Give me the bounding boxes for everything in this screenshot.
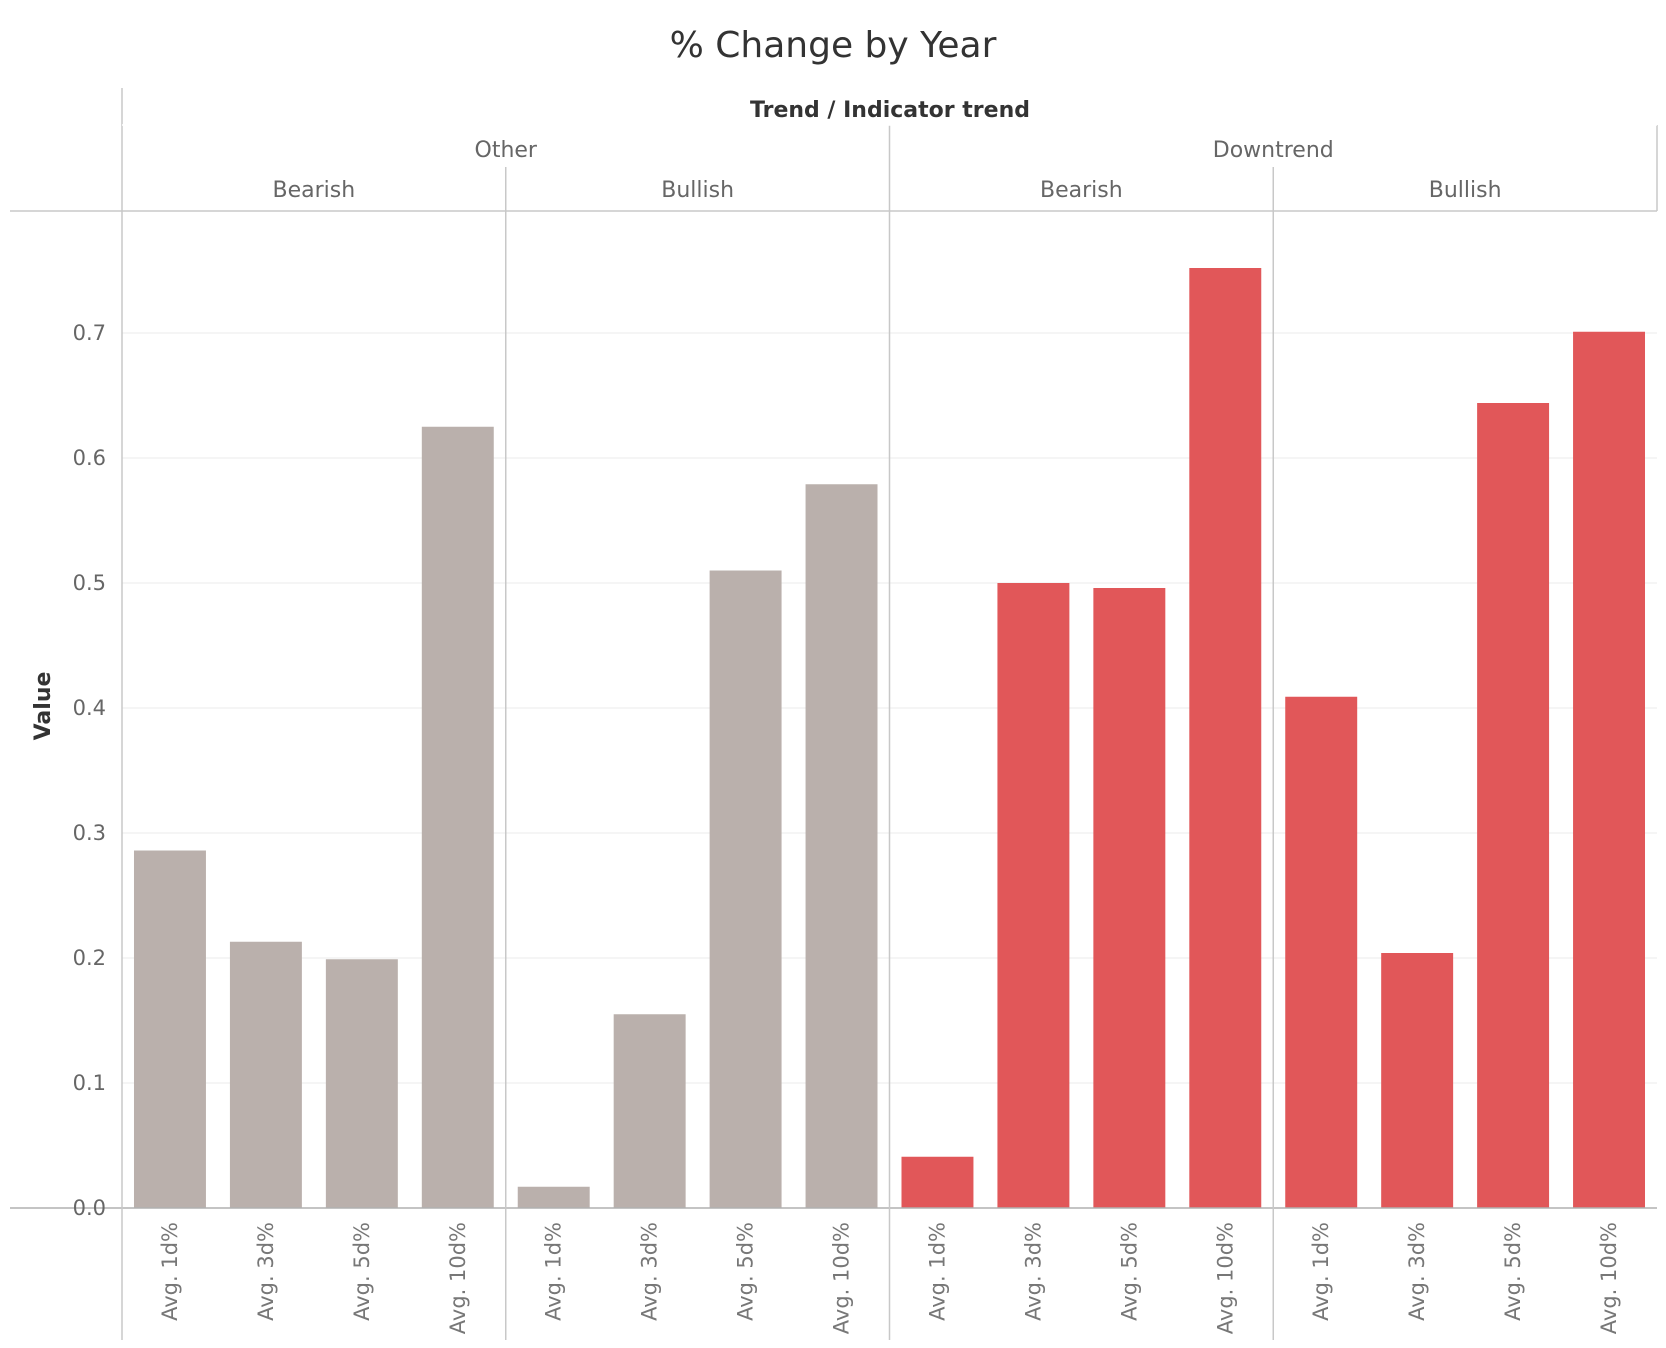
x-category-label: Avg. 1d% [925, 1222, 949, 1321]
indicator-header-label: Bullish [1429, 178, 1502, 203]
y-tick-label: 0.7 [73, 321, 106, 345]
bar [229, 941, 302, 1208]
header-title: Trend / Indicator trend [750, 98, 1030, 123]
y-tick-label: 0.2 [73, 946, 106, 970]
bar [1573, 331, 1646, 1208]
labels: 0.0 0.1 0.2 0.3 0.4 0.5 0.6 0.7 Other Bearish Avg.… [73, 138, 1621, 1334]
x-category-label: Avg. 3d% [254, 1222, 278, 1321]
x-category-label: Avg. 5d% [1501, 1222, 1525, 1321]
bar [1285, 696, 1358, 1208]
trend-header-label: Other [475, 138, 538, 163]
x-category-label: Avg. 3d% [1021, 1222, 1045, 1321]
bar [325, 959, 398, 1208]
bar [901, 1156, 974, 1208]
x-category-label: Avg. 1d% [542, 1222, 566, 1321]
x-category-label: Avg. 5d% [1117, 1222, 1141, 1321]
chart-title: % Change by Year [670, 25, 997, 66]
y-tick-label: 0.0 [73, 1196, 106, 1220]
bar [805, 484, 878, 1208]
bar [709, 570, 782, 1208]
x-category-label: Avg. 3d% [638, 1222, 662, 1321]
indicator-header-label: Bearish [1040, 178, 1123, 203]
bar [997, 583, 1070, 1208]
y-tick-label: 0.4 [73, 696, 106, 720]
indicator-header-label: Bearish [273, 178, 356, 203]
bar [421, 426, 494, 1208]
x-category-label: Avg. 5d% [350, 1222, 374, 1321]
x-category-label: Avg. 10d% [830, 1222, 854, 1334]
trend-header-label: Downtrend [1213, 138, 1334, 163]
x-category-label: Avg. 1d% [158, 1222, 182, 1321]
x-category-label: Avg. 5d% [734, 1222, 758, 1321]
indicator-header-label: Bullish [661, 178, 734, 203]
bars [133, 268, 1646, 1208]
x-category-label: Avg. 10d% [1213, 1222, 1237, 1334]
bar [1381, 953, 1454, 1208]
y-tick-label: 0.6 [73, 446, 106, 470]
y-tick-label: 0.3 [73, 821, 106, 845]
bar [133, 850, 206, 1208]
bar [1189, 268, 1262, 1208]
x-category-label: Avg. 10d% [1597, 1222, 1621, 1334]
x-category-label: Avg. 1d% [1309, 1222, 1333, 1321]
panel-frame [10, 88, 1658, 1340]
bar [1093, 588, 1166, 1208]
y-tick-label: 0.5 [73, 571, 106, 595]
bar [517, 1186, 590, 1208]
bar [1477, 403, 1550, 1208]
y-tick-label: 0.1 [73, 1071, 106, 1095]
y-axis-title: Value [31, 672, 56, 741]
x-category-label: Avg. 10d% [446, 1222, 470, 1334]
bar [613, 1014, 686, 1208]
x-category-label: Avg. 3d% [1405, 1222, 1429, 1321]
